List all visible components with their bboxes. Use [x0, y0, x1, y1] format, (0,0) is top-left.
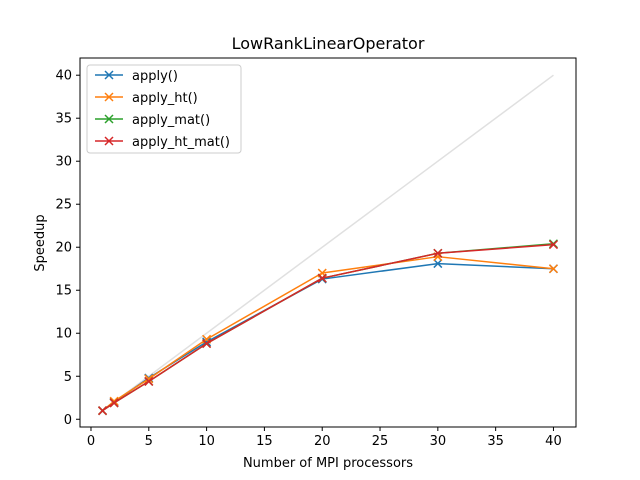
- legend-label: apply_mat(): [132, 113, 210, 128]
- x-axis-label: Number of MPI processors: [243, 456, 413, 471]
- legend-label: apply_ht_mat(): [132, 135, 230, 150]
- x-axis-ticks: 0 5 10 15 20 25 30 35 40: [87, 427, 562, 449]
- data-point: [109, 398, 119, 408]
- legend-item: apply(): [95, 69, 178, 84]
- data-point: [433, 248, 443, 258]
- x-tick-label: 30: [430, 434, 447, 449]
- y-tick-label: 25: [55, 198, 72, 213]
- y-tick-label: 0: [64, 413, 72, 428]
- x-tick-label: 20: [314, 434, 331, 449]
- data-point: [98, 406, 108, 416]
- legend-marker: [104, 136, 114, 146]
- series-3: [98, 240, 558, 416]
- data-point: [548, 240, 558, 250]
- x-tick-label: 0: [87, 434, 95, 449]
- chart-title: LowRankLinearOperator: [232, 34, 425, 53]
- x-tick-label: 40: [545, 434, 562, 449]
- legend-label: apply_ht(): [132, 91, 198, 106]
- series-line: [102, 262, 554, 412]
- series-line: [102, 243, 554, 412]
- legend-marker: [104, 92, 114, 102]
- series-line: [102, 255, 554, 412]
- data-point: [202, 339, 212, 349]
- legend-item: apply_ht(): [95, 91, 198, 106]
- reference-line: [102, 74, 554, 412]
- y-tick-label: 5: [64, 370, 72, 385]
- x-tick-label: 5: [145, 434, 153, 449]
- legend-label: apply(): [132, 69, 178, 84]
- legend: apply() apply_ht() apply_mat() apply_ht_mat…: [86, 64, 242, 154]
- y-tick-label: 10: [55, 327, 72, 342]
- y-tick-label: 20: [55, 241, 72, 256]
- series-layer: [98, 239, 558, 416]
- y-tick-label: 35: [55, 112, 72, 127]
- x-tick-label: 10: [198, 434, 215, 449]
- legend-marker: [104, 114, 114, 124]
- x-tick-label: 15: [256, 434, 273, 449]
- data-point: [548, 264, 558, 274]
- legend-item: apply_mat(): [95, 113, 210, 128]
- x-tick-label: 25: [372, 434, 389, 449]
- reference-line-layer: [102, 74, 554, 412]
- legend-box: [86, 64, 242, 154]
- series-0: [98, 259, 558, 416]
- data-point: [144, 376, 154, 386]
- data-point: [144, 374, 154, 384]
- y-tick-label: 40: [55, 69, 72, 84]
- y-tick-label: 15: [55, 284, 72, 299]
- data-point: [433, 259, 443, 269]
- x-tick-label: 35: [487, 434, 504, 449]
- plot-frame: [79, 57, 577, 428]
- data-point: [317, 273, 327, 283]
- legend-marker: [104, 70, 114, 80]
- y-axis-label: Speedup: [33, 214, 48, 271]
- y-axis-ticks: 0 5 10 15 20 25 30 35 40: [55, 69, 80, 428]
- y-tick-label: 30: [55, 155, 72, 170]
- series-line: [102, 243, 554, 412]
- legend-item: apply_ht_mat(): [95, 135, 230, 150]
